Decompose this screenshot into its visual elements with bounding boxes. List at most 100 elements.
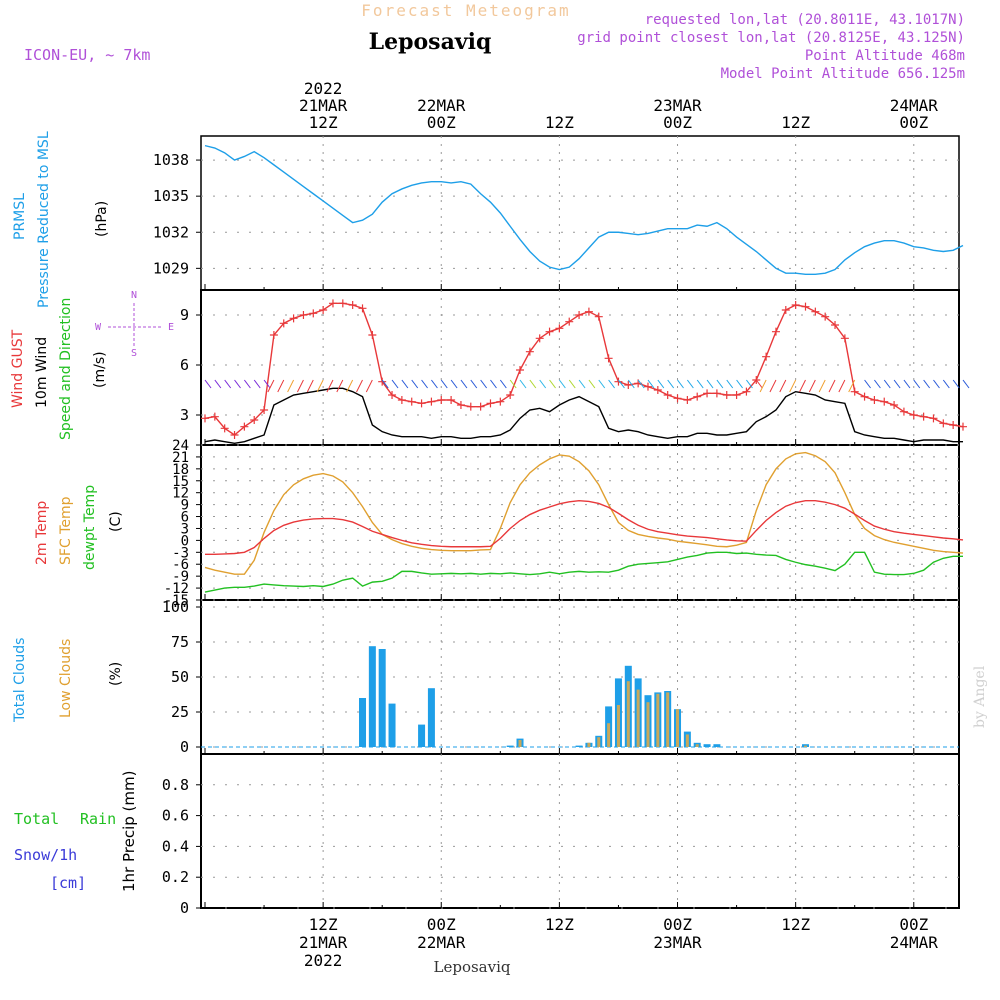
gust-point [959,422,967,431]
wind-arrow [799,379,806,393]
wind-arrow [686,379,694,389]
wind-arrow [431,379,438,389]
ytick-label: 6 [181,510,189,526]
bottom-tick-label: 12Z [545,915,574,934]
gust-point [732,391,741,399]
wind-arrow [296,379,304,393]
wind-arrow [549,379,556,389]
low-cloud-bar [587,742,591,747]
total-cloud-bar [378,649,386,747]
wind-arrow [440,379,448,389]
total-cloud-bar [506,745,514,747]
gust-point [653,386,662,394]
series-10m-wind [204,387,963,445]
top-tick-label: 12Z [309,113,338,132]
total-cloud-bar [575,745,583,747]
low-cloud-bar [695,744,699,747]
wind-arrow [726,379,734,389]
bottom-tick-label: 00Z [899,915,928,934]
wind-arrow [779,379,787,393]
wind-arrow [588,379,596,389]
wind-arrow [647,379,655,389]
temp-2m-label: 2m Temp [34,501,50,565]
gust-point [899,407,908,416]
ytick-label: 6 [180,356,189,374]
wind-arrow [277,379,285,393]
gust-point [516,366,525,374]
total-cloud-bar [427,688,435,747]
gust-point [712,389,721,398]
gust-point [840,334,849,343]
gust-point [762,352,771,361]
ytick-label: -12 [164,581,189,597]
top-tick-label: 24MAR [890,96,939,115]
gust-point [673,394,682,403]
bottom-tick-label: 24MAR [890,933,939,952]
top-tick-label: 12Z [545,113,574,132]
gust-point [338,299,347,308]
gust-point [289,314,298,323]
gust-point [791,301,800,309]
panel-frame [200,599,960,755]
gust-point [683,396,692,404]
wind-gust-label: Wind GUST [10,329,26,408]
low-cloud-bar [666,692,670,747]
wind-arrow [913,379,921,389]
wind-arrow [234,379,241,389]
precip-cm-label: [cm] [50,874,86,892]
top-tick-label: 12Z [781,113,810,132]
wind-arrow [808,379,816,393]
wind-arrow [627,379,635,389]
wind-arrow [287,379,295,393]
gust-point [466,402,475,411]
wind-arrow [356,379,363,393]
wind-arrow [608,379,616,389]
ytick-label: 15 [172,474,189,490]
requested-coords: requested lon,lat (20.8011E, 43.1017N) [645,12,965,28]
low-clouds-label: Low Clouds [58,639,74,718]
gust-point [230,431,239,439]
gust-point [496,397,505,406]
gust-point [831,321,840,329]
temp-dew-label: dewpt Temp [82,485,98,570]
compass-s: S [131,348,137,359]
ytick-label: 100 [162,598,189,616]
wind-arrow [746,379,753,389]
gust-point [447,396,456,404]
low-cloud-bar [676,709,680,747]
ytick-label: 18 [172,462,189,478]
ytick-label: -15 [164,593,189,609]
gust-point [860,392,869,401]
gust-point [476,402,485,411]
panel-frame [200,135,960,291]
gust-point [210,412,219,421]
pressure-unit: (hPa) [94,201,110,237]
bottom-tick-label: 23MAR [653,933,702,952]
gust-point [456,401,465,409]
series-wind-gust [204,302,964,436]
wind-arrow [470,379,478,389]
series-layer [201,144,970,909]
model-altitude: Model Point Altitude 656.125m [721,66,965,82]
total-cloud-bar [359,698,367,747]
wind-arrow [509,379,517,389]
top-tick-label: 00Z [427,113,456,132]
total-cloud-bar [713,744,721,747]
wind-arrow [450,379,458,389]
wind-arrow [346,379,354,393]
top-title: Forecast Meteogram [361,1,570,20]
wind-arrow [706,379,714,389]
grid-lines [196,136,959,909]
wind-arrow [519,379,527,389]
gust-point [880,397,889,406]
wind-arrow [657,379,665,389]
gust-point [821,312,830,321]
gust-point [643,382,652,391]
wind-arrow [874,379,881,389]
pressure-label-desc: Pressure Reduced to MSL [36,131,52,308]
gust-point [722,391,731,399]
gust-point [319,306,328,314]
wind-arrow [923,379,931,389]
footer-station: Leposaviq [434,958,511,976]
wind-arrow [204,379,212,389]
